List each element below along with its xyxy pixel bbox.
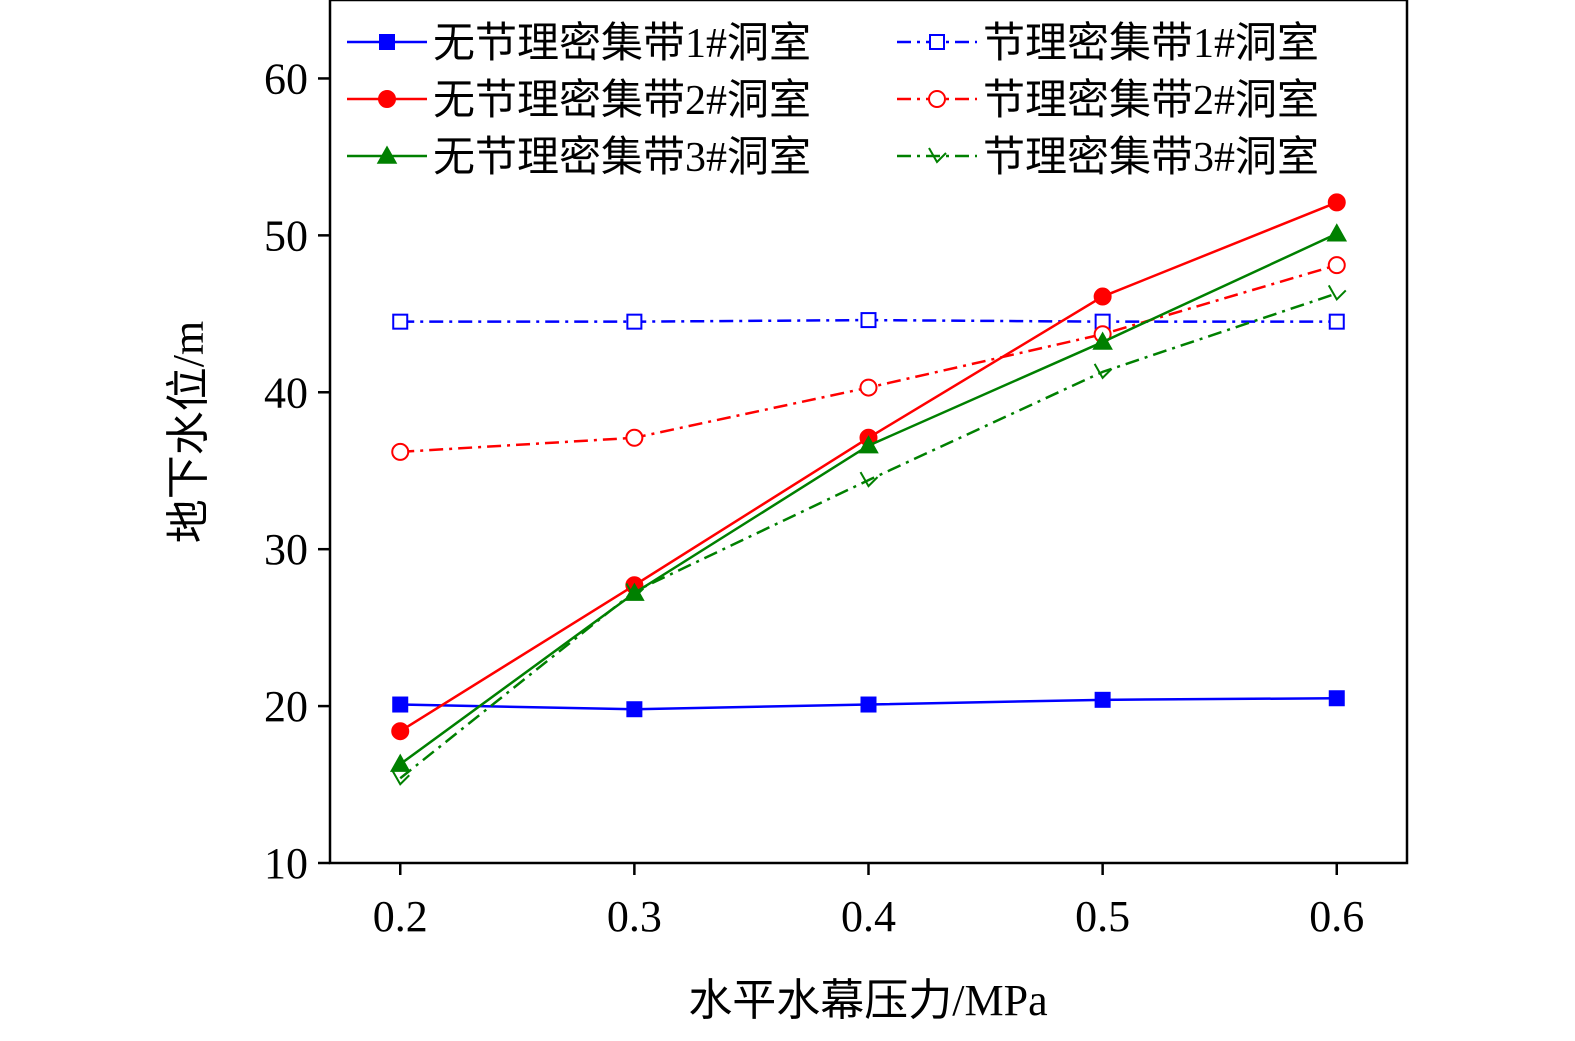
legend-label: 无节理密集带2#洞室 xyxy=(433,77,811,124)
triangle-marker xyxy=(389,753,411,772)
legend-item: 无节理密集带3#洞室 xyxy=(347,134,811,181)
series-6 xyxy=(391,284,1347,786)
series-4 xyxy=(391,256,1346,461)
y-tick-label: 10 xyxy=(264,839,308,888)
series-line xyxy=(400,263,1338,454)
triangle-open-marker xyxy=(1327,284,1347,302)
square-marker xyxy=(626,701,643,718)
y-tick-label: 60 xyxy=(264,54,308,103)
series-3 xyxy=(391,193,1346,741)
square-marker xyxy=(860,696,877,713)
y-tick-label: 50 xyxy=(264,211,308,260)
square-marker xyxy=(860,312,877,329)
series-5 xyxy=(389,223,1348,772)
triangle-marker xyxy=(376,145,398,164)
triangle-marker xyxy=(858,435,879,454)
legend-item: 无节理密集带2#洞室 xyxy=(347,77,811,124)
x-tick-label: 0.5 xyxy=(1075,892,1130,941)
legend-item: 节理密集带3#洞室 xyxy=(897,134,1319,181)
triangle-open-marker xyxy=(859,471,879,488)
legend-item: 节理密集带2#洞室 xyxy=(897,77,1319,124)
circle-marker xyxy=(1093,287,1112,306)
legend-label: 节理密集带3#洞室 xyxy=(983,134,1319,181)
square-marker xyxy=(1094,691,1111,708)
circle-marker xyxy=(391,722,410,741)
series-1 xyxy=(392,690,1345,718)
y-tick-label: 30 xyxy=(264,525,308,574)
x-tick-label: 0.4 xyxy=(841,892,896,941)
circle-marker xyxy=(391,442,410,461)
square-marker xyxy=(379,34,395,50)
y-axis-label: 地下水位/m xyxy=(164,321,213,543)
circle-marker xyxy=(1327,256,1346,275)
triangle-marker xyxy=(1092,331,1113,350)
triangle-marker xyxy=(1326,223,1348,242)
plot-area xyxy=(389,193,1348,786)
square-marker xyxy=(392,313,409,330)
x-tick-label: 0.2 xyxy=(373,892,428,941)
triangle-open-marker xyxy=(928,147,947,164)
x-axis-label: 水平水幕压力/MPa xyxy=(688,976,1047,1025)
series-line xyxy=(399,201,1338,733)
circle-marker xyxy=(625,428,644,447)
square-marker xyxy=(929,34,945,50)
triangle-open-marker xyxy=(391,769,410,786)
legend-item: 无节理密集带1#洞室 xyxy=(347,20,811,67)
x-tick-label: 0.3 xyxy=(607,892,662,941)
circle-marker xyxy=(859,378,878,397)
legend-label: 节理密集带2#洞室 xyxy=(983,77,1319,124)
legend-label: 无节理密集带3#洞室 xyxy=(433,134,811,181)
circle-marker xyxy=(1327,193,1346,212)
y-tick-label: 40 xyxy=(264,368,308,417)
series-2 xyxy=(392,312,1345,330)
x-tick-label: 0.6 xyxy=(1309,892,1364,941)
circle-marker xyxy=(928,90,946,108)
axes: 0.2 0.3 0.4 0.5 0.6 10 20 30 40 50 60 xyxy=(264,54,1364,941)
square-marker xyxy=(626,313,643,330)
triangle-open-marker xyxy=(625,583,645,600)
series-line xyxy=(399,292,1338,780)
legend-label: 无节理密集带1#洞室 xyxy=(433,20,811,67)
legend-label: 节理密集带1#洞室 xyxy=(983,20,1319,67)
circle-marker xyxy=(378,90,396,108)
legend-item: 节理密集带1#洞室 xyxy=(897,20,1319,67)
square-marker xyxy=(1328,313,1345,330)
triangle-open-marker xyxy=(1093,363,1113,380)
square-marker xyxy=(1328,690,1345,707)
y-tick-label: 20 xyxy=(264,682,308,731)
square-marker xyxy=(392,696,409,713)
